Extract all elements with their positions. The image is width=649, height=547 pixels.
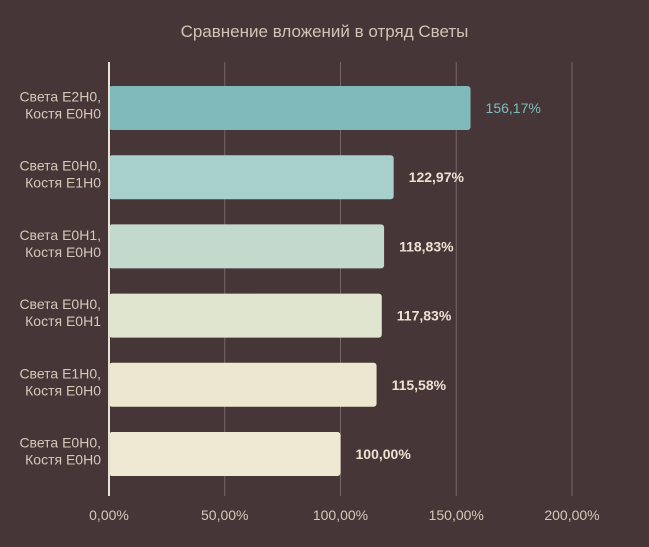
value-label-0: 156,17%	[486, 100, 541, 116]
chart-title: Сравнение вложений в отряд Светы	[180, 22, 469, 41]
category-label-4-0: Света E1H0,	[19, 365, 101, 381]
category-label-3-0: Света E0H0,	[19, 296, 101, 312]
category-label-5-0: Света E0H0,	[19, 435, 101, 451]
bar-0	[109, 86, 471, 130]
x-tick-label-1: 50,00%	[201, 507, 248, 523]
bar-1	[109, 155, 394, 200]
category-label-4-1: Костя E0H0	[25, 382, 101, 398]
value-label-4: 115,58%	[392, 377, 447, 393]
bar-3	[109, 293, 382, 338]
bar-5	[109, 432, 341, 476]
value-label-1: 122,97%	[409, 169, 465, 185]
bar-2	[109, 224, 385, 269]
x-tick-label-0: 0,00%	[89, 507, 129, 523]
category-label-1-1: Костя E1H0	[25, 175, 101, 191]
x-tick-label-3: 150,00%	[429, 507, 484, 523]
x-tick-label-2: 100,00%	[313, 507, 368, 523]
value-label-2: 118,83%	[399, 238, 454, 254]
category-label-3-1: Костя E0H1	[25, 313, 101, 329]
category-label-1-0: Света E0H0,	[19, 158, 101, 174]
bar-4	[109, 362, 377, 407]
value-label-3: 117,83%	[397, 308, 452, 324]
category-label-5-1: Костя E0H0	[25, 452, 101, 468]
x-tick-label-4: 200,00%	[544, 507, 599, 523]
value-label-5: 100,00%	[356, 446, 412, 462]
category-label-0-0: Света E2H0,	[19, 89, 101, 105]
category-label-2-1: Костя E0H0	[25, 244, 101, 260]
category-label-2-0: Света E0H1,	[19, 227, 101, 243]
category-label-0-1: Костя E0H0	[25, 106, 101, 122]
